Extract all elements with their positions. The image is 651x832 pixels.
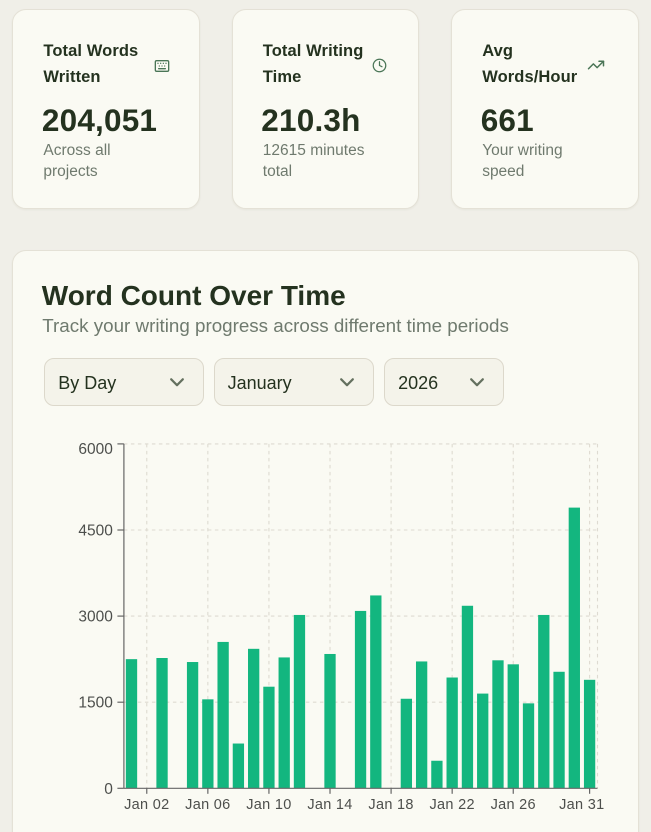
svg-text:Jan 18: Jan 18 xyxy=(368,797,413,813)
svg-text:Jan 31: Jan 31 xyxy=(559,797,604,813)
svg-text:Jan 02: Jan 02 xyxy=(124,797,169,813)
svg-text:1500: 1500 xyxy=(78,695,113,712)
svg-text:0: 0 xyxy=(104,781,113,798)
svg-text:Jan 06: Jan 06 xyxy=(185,797,230,813)
svg-text:6000: 6000 xyxy=(78,441,113,458)
svg-text:4500: 4500 xyxy=(78,523,113,540)
svg-text:Jan 10: Jan 10 xyxy=(246,797,291,813)
svg-text:Jan 14: Jan 14 xyxy=(307,797,352,813)
svg-text:3000: 3000 xyxy=(78,609,113,626)
svg-text:Jan 26: Jan 26 xyxy=(491,797,536,813)
svg-text:Jan 22: Jan 22 xyxy=(429,797,474,813)
